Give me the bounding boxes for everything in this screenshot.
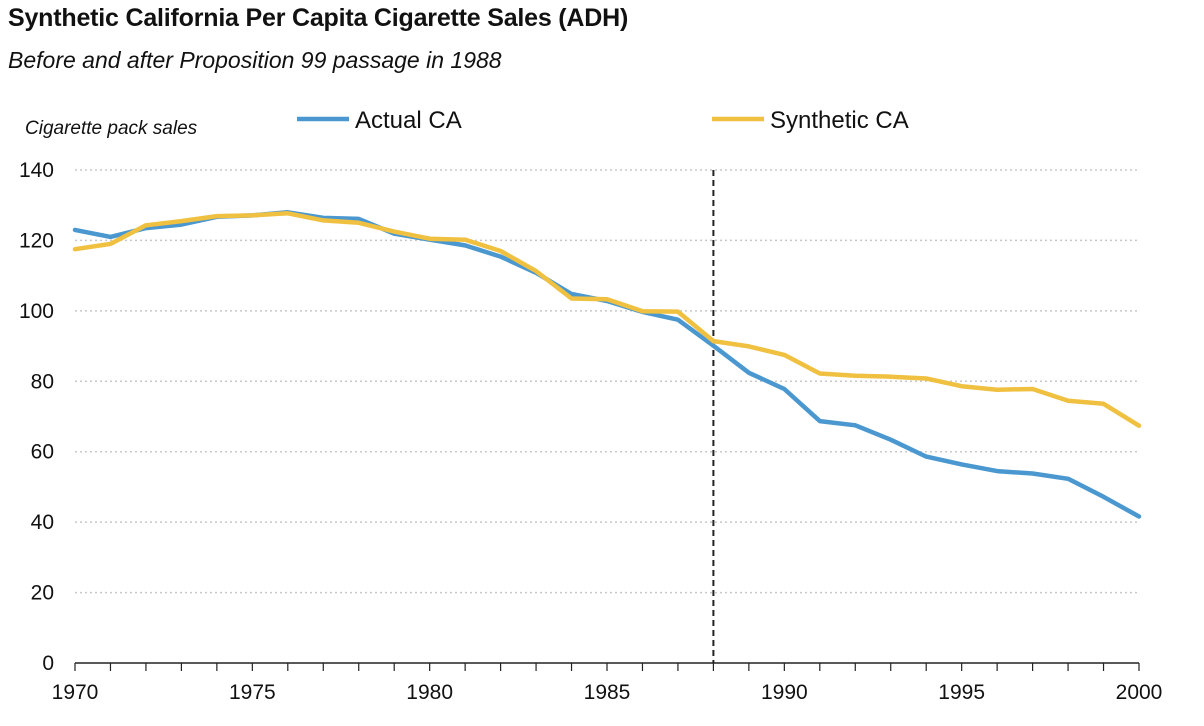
x-tick-label: 1985 xyxy=(584,681,631,704)
series-line-synthetic-ca xyxy=(72,211,1142,428)
y-tick-label: 140 xyxy=(19,159,54,182)
chart-subtitle: Before and after Proposition 99 passage … xyxy=(8,47,502,73)
x-tick-label: 1990 xyxy=(761,681,808,704)
x-tick-label: 1970 xyxy=(52,681,99,704)
legend-label-synthetic-ca: Synthetic CA xyxy=(770,107,909,134)
y-tick-label: 20 xyxy=(31,582,54,605)
y-tick-label: 40 xyxy=(31,511,54,534)
series-line-actual-ca xyxy=(72,210,1142,519)
y-tick-label: 100 xyxy=(19,300,54,323)
x-tick-label: 1980 xyxy=(406,681,453,704)
chart-title: Synthetic California Per Capita Cigarett… xyxy=(8,4,629,32)
y-tick-label: 120 xyxy=(19,229,54,252)
y-tick-label: 60 xyxy=(31,441,54,464)
x-tick-label: 1995 xyxy=(938,681,985,704)
x-tick-label: 1975 xyxy=(229,681,276,704)
x-tick-label: 2000 xyxy=(1116,681,1163,704)
legend-label-actual-ca: Actual CA xyxy=(355,107,462,134)
y-tick-label: 80 xyxy=(31,370,54,393)
y-axis-label: Cigarette pack sales xyxy=(25,118,198,139)
y-tick-label: 0 xyxy=(42,652,54,675)
